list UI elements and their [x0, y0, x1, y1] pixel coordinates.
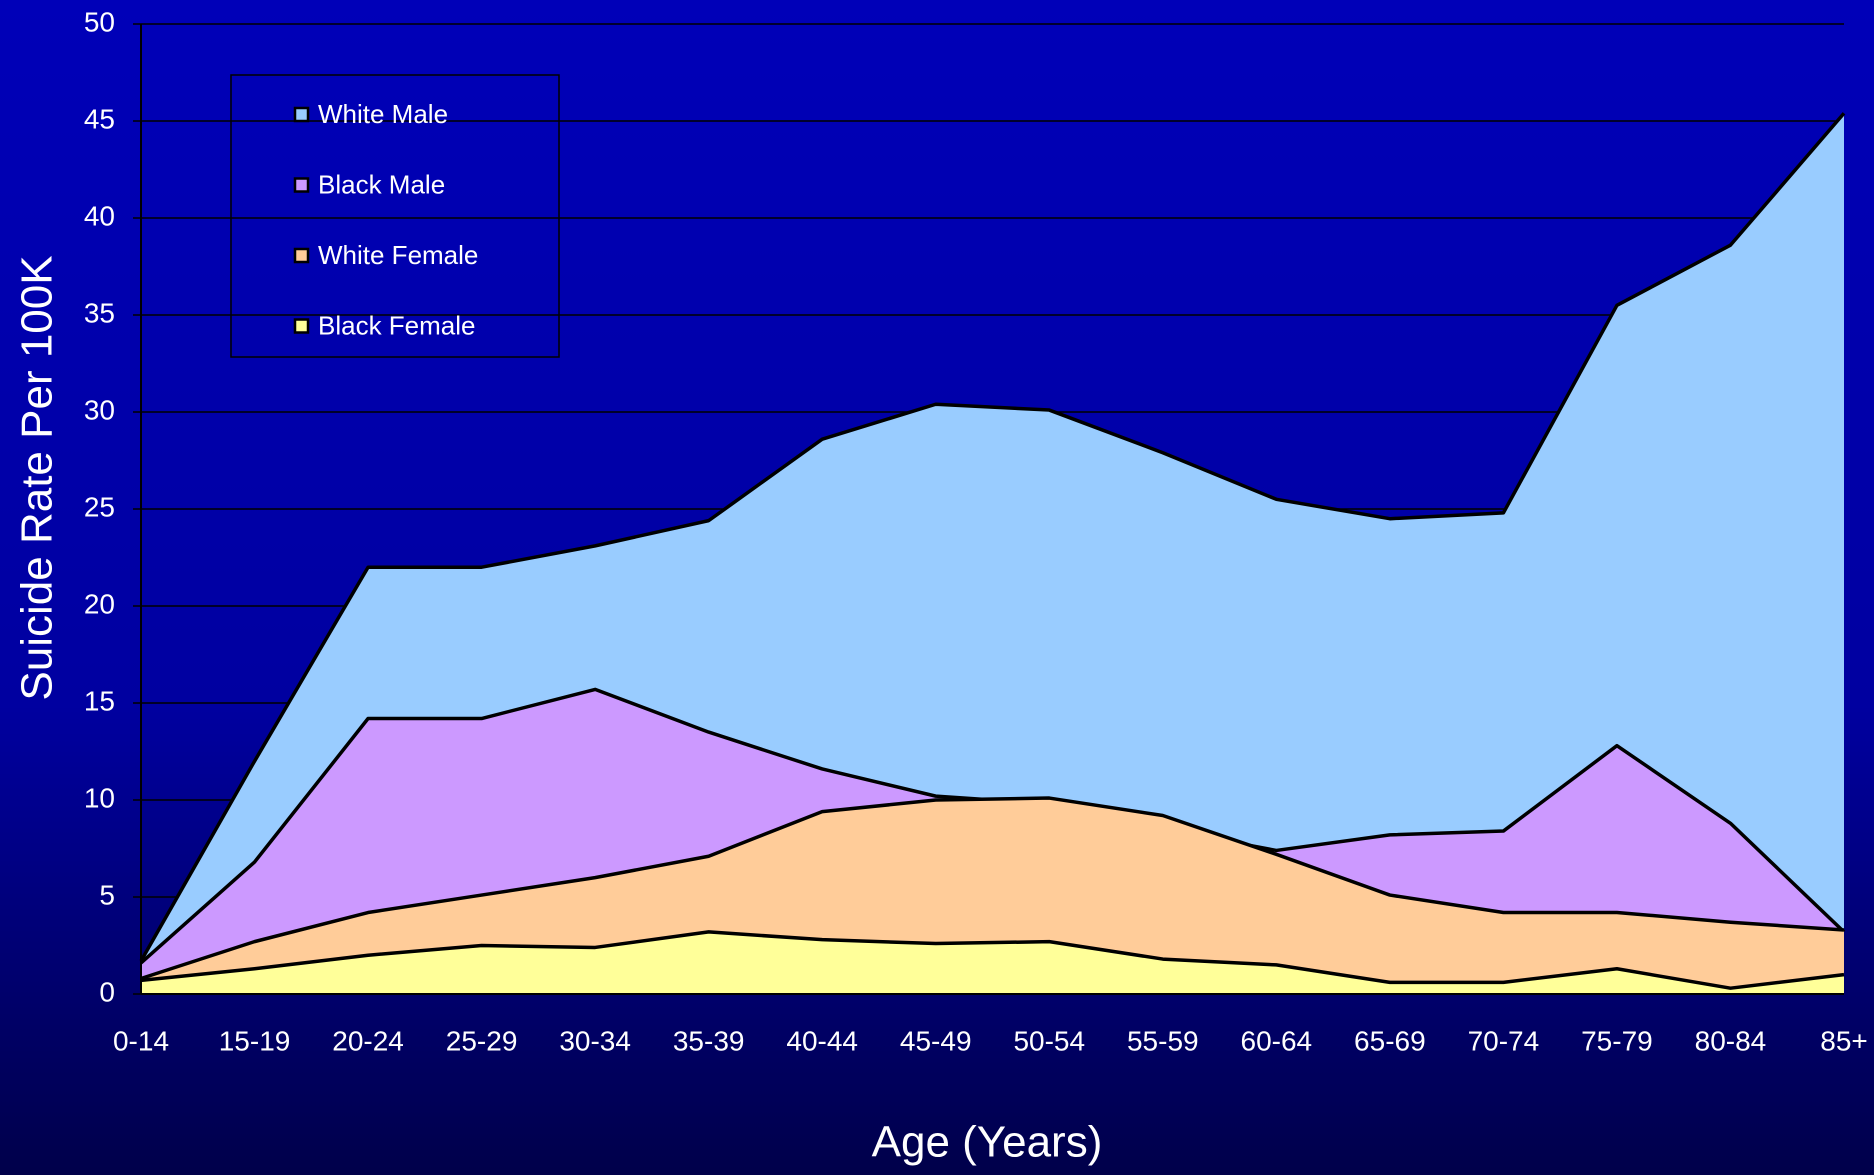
x-tick-label: 60-64 — [1241, 1025, 1313, 1056]
legend-swatch — [293, 177, 310, 193]
legend-swatch — [293, 106, 310, 123]
legend-label: Black Male — [318, 169, 445, 199]
x-tick-label: 25-29 — [446, 1025, 518, 1056]
x-tick-label: 85+ — [1820, 1025, 1868, 1056]
y-tick-label: 50 — [84, 6, 115, 37]
x-tick-label: 45-49 — [900, 1025, 972, 1056]
areas — [139, 112, 1846, 995]
x-tick-label: 65-69 — [1354, 1025, 1426, 1056]
x-tick-label: 50-54 — [1013, 1025, 1085, 1056]
legend-label: Black Female — [318, 310, 476, 340]
legend-box — [230, 74, 560, 358]
y-tick-label: 25 — [84, 491, 115, 522]
legend: White Male Black Male White Female Black Fe… — [230, 74, 560, 358]
y-tick-label: 5 — [99, 879, 115, 910]
y-tick-label: 20 — [84, 588, 115, 619]
x-tick-label: 40-44 — [786, 1025, 858, 1056]
legend-label: White Female — [318, 240, 478, 270]
x-tick-label: 80-84 — [1695, 1025, 1767, 1056]
area-outline — [139, 112, 1846, 962]
y-tick-label: 40 — [84, 200, 115, 231]
y-tick-label: 0 — [99, 976, 115, 1007]
x-tick-label: 0-14 — [113, 1025, 169, 1056]
area — [141, 798, 1844, 994]
axes: 0 5 10 15 20 25 30 35 40 45 50 0-14 15-19 20-24 25-29 3… — [84, 6, 1868, 1056]
x-tick-label: 15-19 — [219, 1025, 291, 1056]
x-tick-label: 55-59 — [1127, 1025, 1199, 1056]
legend-label: White Male — [318, 99, 448, 129]
x-tick-label: 75-79 — [1581, 1025, 1653, 1056]
legend-swatch — [293, 318, 310, 334]
y-axis-title: Suicide Rate Per 100K — [13, 255, 62, 700]
area-outline — [140, 930, 1845, 990]
legend-swatch — [293, 247, 310, 264]
y-tick-label: 30 — [84, 394, 115, 425]
x-tick-label: 35-39 — [673, 1025, 745, 1056]
y-tick-label: 35 — [84, 297, 115, 328]
y-tick-label: 15 — [84, 685, 115, 716]
y-tick-label: 10 — [84, 782, 115, 813]
x-tick-label: 70-74 — [1468, 1025, 1540, 1056]
area-outline — [140, 796, 1845, 981]
y-tick-label: 45 — [84, 103, 115, 134]
x-axis-title: Age (Years) — [872, 1118, 1103, 1167]
x-tick-label: 20-24 — [332, 1025, 404, 1056]
x-tick-label: 30-34 — [559, 1025, 631, 1056]
